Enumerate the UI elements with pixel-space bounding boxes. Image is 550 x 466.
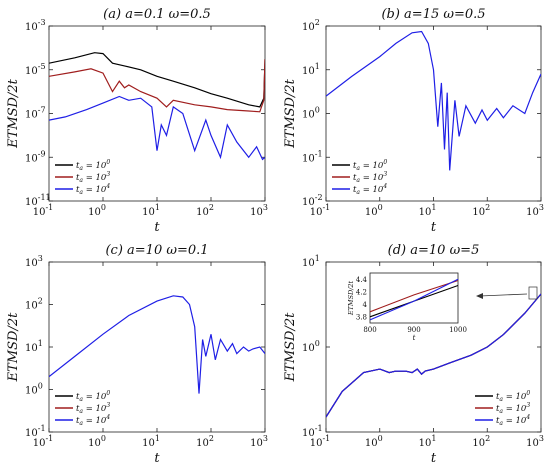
x-tick-label: 101 [142, 434, 160, 449]
panel-a-title: (a) a=0.1 ω=0.5 [103, 7, 211, 22]
zoom-region-box [528, 286, 538, 300]
y-tick-label: 100 [302, 106, 320, 121]
x-tick-label: 10-1 [33, 203, 54, 218]
series-line-3 [49, 95, 265, 161]
legend-label: ta = 104 [353, 183, 387, 196]
x-tick-label: 100 [365, 203, 383, 218]
panel-a: (a) a=0.1 ω=0.5 10-1 100 101 102 103 10-11 10-9… [6, 7, 268, 235]
zoom-arrow-head [476, 293, 483, 299]
y-tick-label: 100 [302, 339, 320, 354]
inset-x-tick-label: 900 [407, 326, 420, 334]
x-tick-label: 101 [419, 203, 437, 218]
legend-label: ta = 103 [496, 402, 530, 415]
y-tick-label: 10-1 [302, 149, 323, 164]
inset-x-tick-label: 1000 [449, 326, 467, 334]
inset-frame [369, 272, 459, 324]
inset-chart: 800 900 1000 3.8 4 4.2 4.4 t ETMSD/2t [347, 272, 467, 342]
series-line-3 [326, 293, 541, 418]
y-tick-label: 10-7 [25, 106, 46, 121]
y-tick-label: 10-9 [25, 149, 46, 164]
y-axis-label: ETMSD/2t [283, 312, 298, 382]
panel-d-title: (d) a=10 ω=5 [388, 243, 480, 258]
y-tick-label: 10-3 [25, 18, 46, 33]
x-tick-label: 103 [526, 203, 544, 218]
y-axis-label: ETMSD/2t [6, 312, 21, 382]
series-line-2 [49, 59, 265, 113]
y-tick-label: 10-2 [302, 193, 323, 208]
x-tick-label: 102 [196, 203, 214, 218]
x-axis-label: t [431, 220, 437, 235]
inset-y-tick-label: 4.4 [356, 276, 368, 284]
x-tick-label: 10-1 [310, 203, 331, 218]
x-tick-label: 100 [88, 203, 106, 218]
series-group [326, 293, 541, 418]
y-tick-label: 103 [25, 254, 43, 269]
y-tick-label: 10-1 [302, 424, 323, 439]
inset-x-label: t [413, 334, 416, 342]
y-tick-label: 101 [302, 254, 320, 269]
series-line-1 [326, 30, 541, 171]
series-group [49, 295, 265, 394]
inset-x-tick-label: 800 [363, 326, 376, 334]
x-tick-label: 10-1 [310, 434, 331, 449]
panel-b: (b) a=15 ω=0.510-1 100 101 102 10310-210-110… [283, 7, 544, 235]
x-tick-label: 101 [142, 203, 160, 218]
legend-label: ta = 104 [496, 414, 530, 427]
x-tick-label: 102 [472, 434, 490, 449]
x-tick-label: 103 [250, 203, 268, 218]
inset-series-line-3 [369, 278, 459, 321]
x-tick-label: 10-1 [33, 434, 54, 449]
y-axis-label: ETMSD/2t [283, 78, 298, 148]
inset-y-tick-label: 3.8 [356, 313, 367, 321]
legend-label: ta = 100 [76, 159, 110, 172]
inset-y-tick-label: 4.2 [356, 288, 367, 296]
x-tick-label: 100 [365, 434, 383, 449]
legend-label: ta = 104 [76, 183, 110, 196]
x-tick-label: 101 [419, 434, 437, 449]
inset-y-tick-label: 4 [363, 301, 368, 309]
zoom-arrow [479, 293, 528, 297]
legend-label: ta = 103 [76, 171, 110, 184]
x-tick-label: 102 [196, 434, 214, 449]
series-line-1 [49, 295, 265, 394]
panel-c: (c) a=10 ω=0.1 10-1 100 101 102 103 10-1 100 101… [6, 243, 268, 466]
y-tick-label: 101 [302, 62, 320, 77]
inset-series-line-2 [369, 279, 459, 313]
series-group [49, 52, 265, 161]
y-tick-label: 102 [302, 18, 320, 33]
panel-b-title: (b) a=15 ω=0.5 [381, 7, 485, 22]
legend-label: ta = 100 [353, 159, 387, 172]
x-axis-label: t [154, 220, 160, 235]
legend-label: ta = 100 [496, 390, 530, 403]
x-tick-label: 100 [88, 434, 106, 449]
x-tick-label: 103 [526, 434, 544, 449]
legend-label: ta = 103 [353, 171, 387, 184]
legend-label: ta = 103 [76, 402, 110, 415]
legend-label: ta = 104 [76, 414, 110, 427]
y-tick-label: 10-11 [25, 193, 51, 208]
x-tick-label: 102 [472, 203, 490, 218]
y-tick-label: 100 [25, 382, 43, 397]
series-line-1 [49, 52, 265, 108]
x-axis-label: t [154, 451, 160, 466]
inset-y-label: ETMSD/2t [347, 280, 355, 316]
x-axis-label: t [431, 451, 437, 466]
x-tick-label: 103 [250, 434, 268, 449]
y-tick-label: 102 [25, 297, 43, 312]
panel-d: (d) a=10 ω=5 10-1 100 101 102 103 10-1 100 101 t E… [283, 243, 544, 466]
y-tick-label: 10-5 [25, 62, 46, 77]
y-axis-label: ETMSD/2t [6, 78, 21, 148]
y-tick-label: 10-1 [25, 424, 46, 439]
y-tick-label: 101 [25, 339, 43, 354]
legend-label: ta = 100 [76, 390, 110, 403]
panel-c-title: (c) a=10 ω=0.1 [105, 243, 208, 258]
series-group [326, 30, 541, 171]
